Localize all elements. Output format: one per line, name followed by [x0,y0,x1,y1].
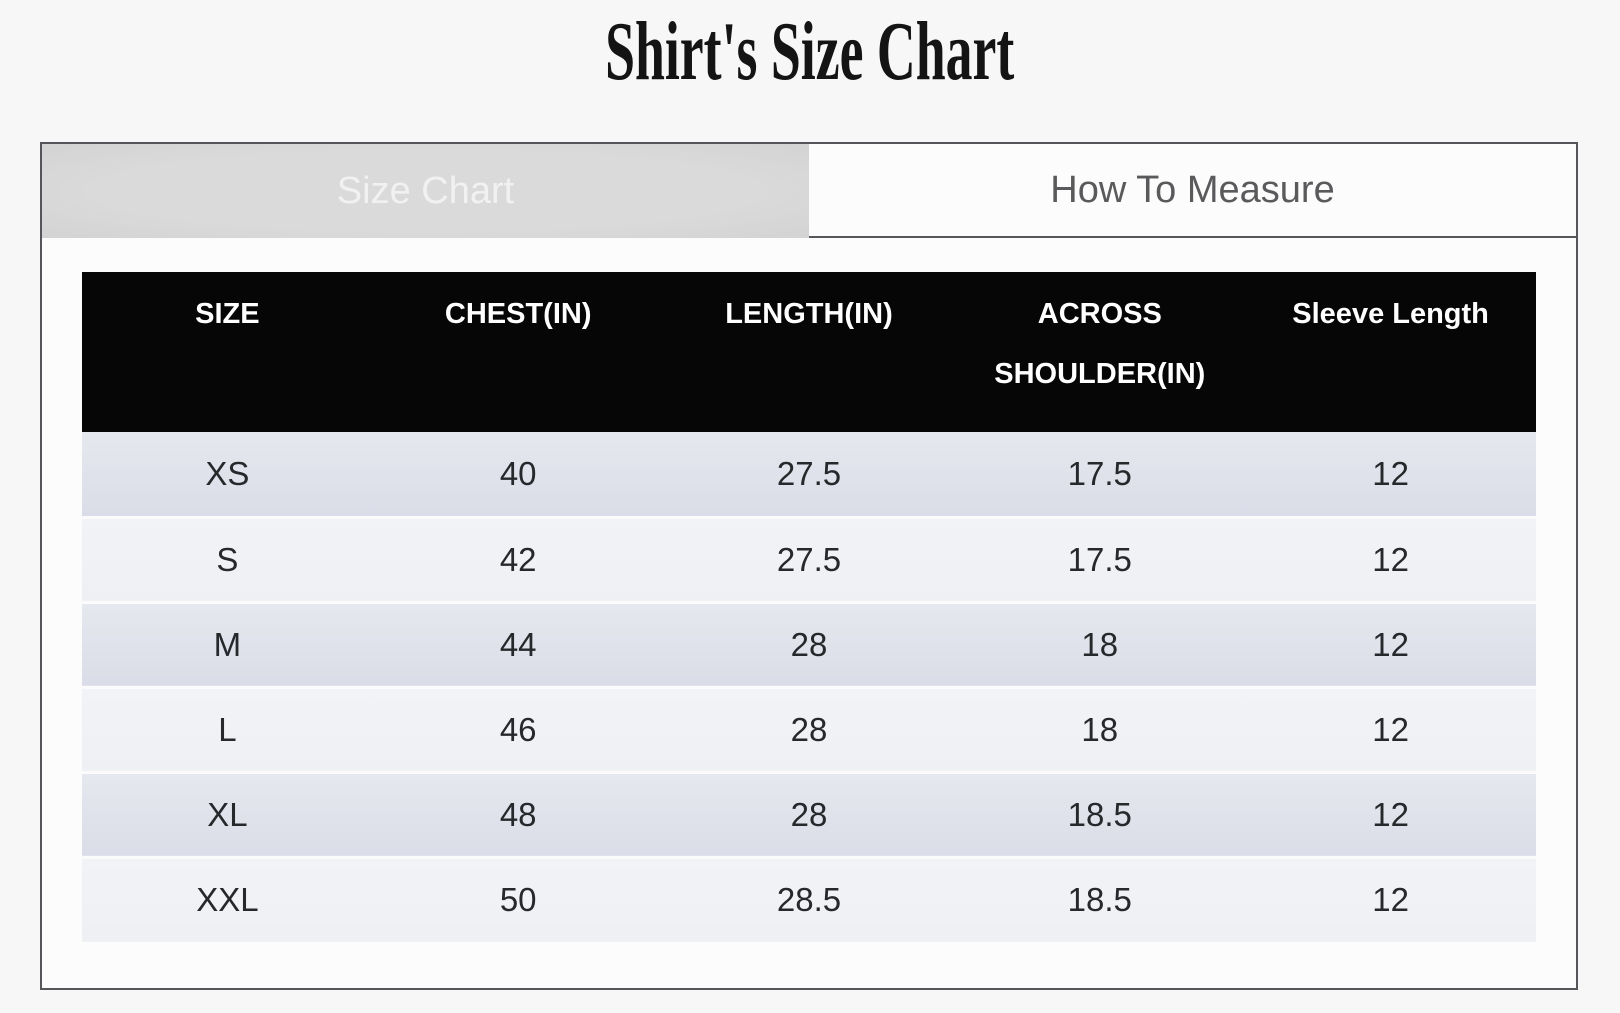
cell-length: 28 [663,685,955,772]
cell-length: 28 [663,770,955,857]
cell-chest: 48 [372,770,664,857]
cell-shoulder: 18.5 [954,770,1246,857]
page-title-text: Shirt's Size Chart [605,5,1015,98]
page-title: Shirt's Size Chart [0,0,1620,118]
table-row-m: M 44 28 18 12 [82,600,1536,687]
size-chart-widget: Size Chart How To Measure SIZE CHEST(IN)… [40,142,1578,990]
cell-length: 28 [663,600,955,687]
tab-how-to-measure[interactable]: How To Measure [809,144,1576,238]
cell-sleeve: 12 [1245,600,1536,687]
cell-length: 27.5 [663,515,955,602]
tab-size-chart[interactable]: Size Chart [42,144,809,238]
table-row-l: L 46 28 18 12 [82,685,1536,772]
cell-shoulder: 18.5 [954,855,1246,942]
column-header-chest: CHEST(IN) [372,272,664,432]
cell-size: M [82,600,373,687]
column-header-sleeve: Sleeve Length [1245,272,1536,432]
column-header-shoulder: ACROSS SHOULDER(IN) [954,272,1246,432]
cell-size: L [82,685,373,772]
cell-size: XS [82,432,373,517]
table-header-row: SIZE CHEST(IN) LENGTH(IN) ACROSS SHOULDE… [82,272,1536,432]
cell-size: XL [82,770,373,857]
column-header-length: LENGTH(IN) [663,272,955,432]
cell-chest: 44 [372,600,664,687]
table-row-s: S 42 27.5 17.5 12 [82,515,1536,602]
cell-sleeve: 12 [1245,432,1536,517]
cell-chest: 40 [372,432,664,517]
cell-shoulder: 18 [954,600,1246,687]
cell-sleeve: 12 [1245,685,1536,772]
cell-sleeve: 12 [1245,855,1536,942]
cell-sleeve: 12 [1245,770,1536,857]
cell-sleeve: 12 [1245,515,1536,602]
cell-length: 28.5 [663,855,955,942]
tab-panel-size-chart: SIZE CHEST(IN) LENGTH(IN) ACROSS SHOULDE… [42,238,1576,942]
cell-shoulder: 17.5 [954,515,1246,602]
table-row-xl: XL 48 28 18.5 12 [82,770,1536,857]
cell-size: XXL [82,855,373,942]
size-chart-table: SIZE CHEST(IN) LENGTH(IN) ACROSS SHOULDE… [82,272,1536,942]
table-row-xxl: XXL 50 28.5 18.5 12 [82,855,1536,942]
cell-chest: 46 [372,685,664,772]
cell-length: 27.5 [663,432,955,517]
cell-shoulder: 18 [954,685,1246,772]
table-row-xs: XS 40 27.5 17.5 12 [82,432,1536,517]
cell-shoulder: 17.5 [954,432,1246,517]
column-header-size: SIZE [82,272,373,432]
cell-chest: 42 [372,515,664,602]
cell-size: S [82,515,373,602]
tabs: Size Chart How To Measure [42,144,1576,238]
cell-chest: 50 [372,855,664,942]
